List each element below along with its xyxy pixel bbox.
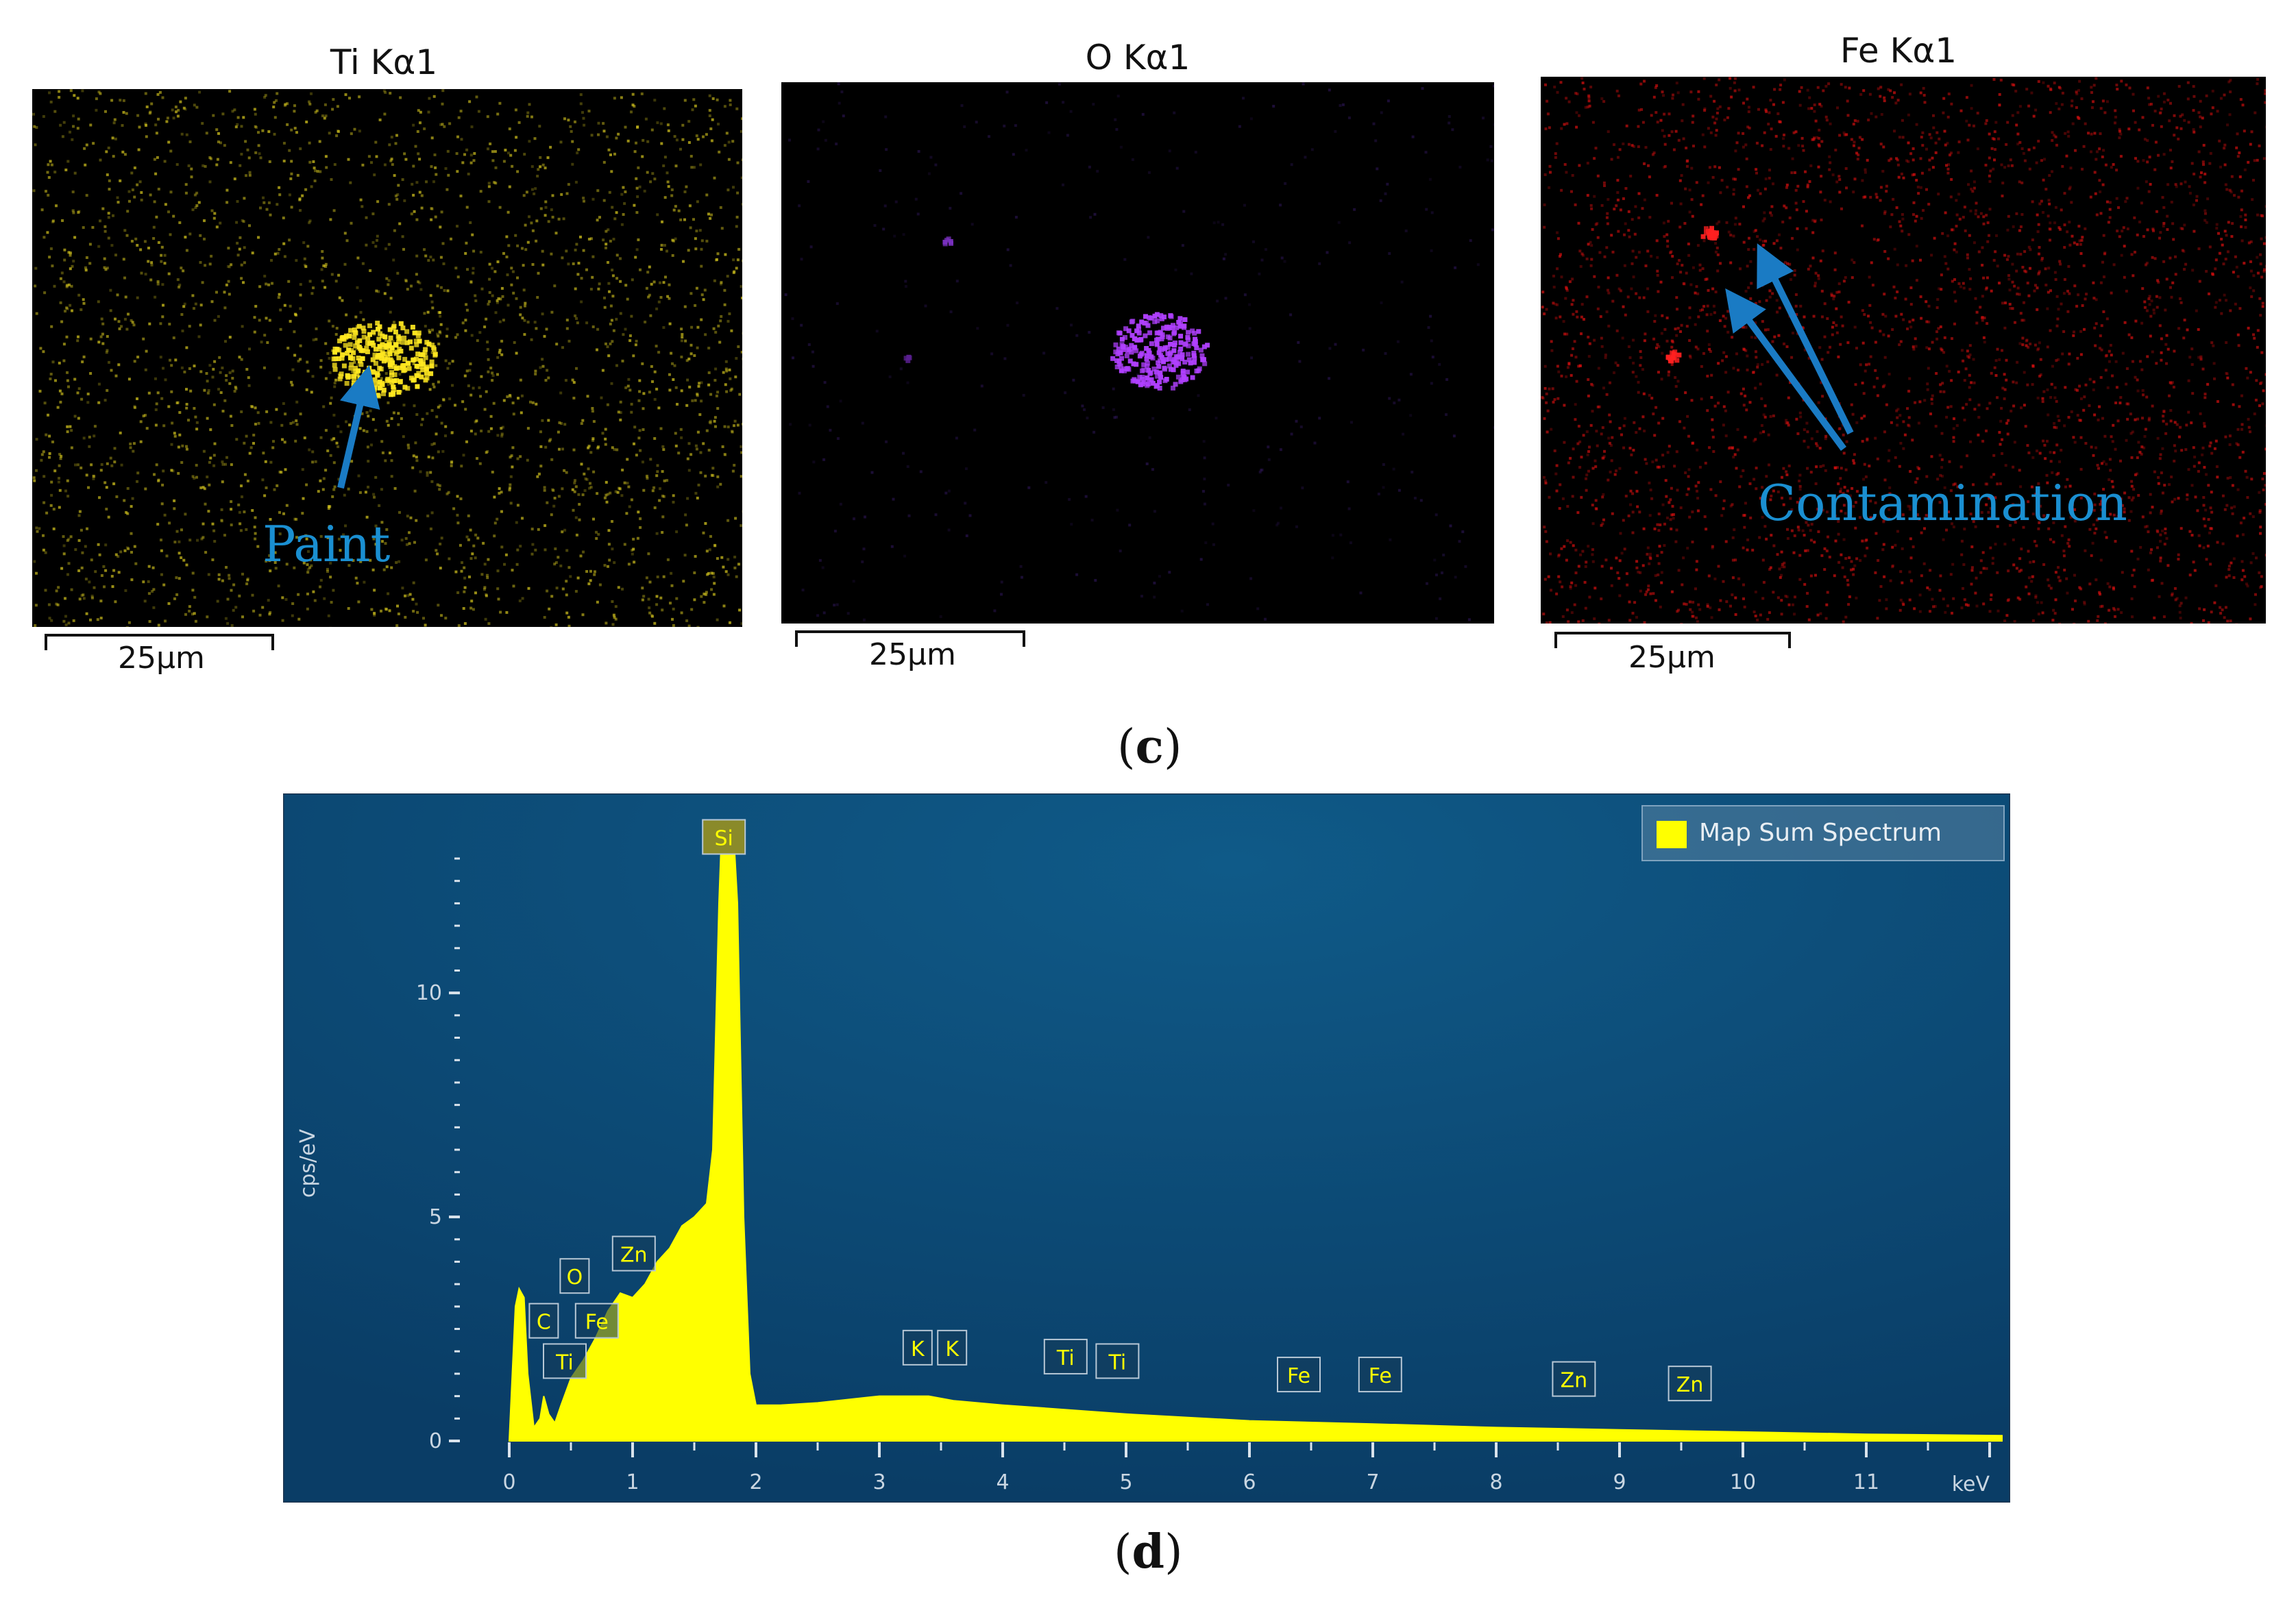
- scale-bar-o: [795, 630, 1025, 647]
- legend: Map Sum Spectrum: [1641, 805, 2005, 861]
- spectrum-area: [508, 835, 2003, 1442]
- caption-c: (c): [1117, 719, 1182, 774]
- ti-map-image: [32, 89, 742, 627]
- scale-bar-fe: [1554, 632, 1791, 648]
- y-tick-label: 10: [416, 981, 442, 1005]
- peak-label-fe: Fe: [574, 1303, 619, 1339]
- legend-swatch: [1657, 821, 1687, 848]
- scale-label-fe: 25μm: [1628, 640, 1715, 675]
- y-axis-label: cps/eV: [296, 1128, 320, 1198]
- peak-label-si: Si: [702, 819, 746, 855]
- peak-label-ti: Ti: [1043, 1338, 1088, 1374]
- y-tick-label: 5: [429, 1205, 442, 1229]
- x-tick-label: 1: [626, 1470, 639, 1494]
- peak-label-zn: Zn: [1668, 1366, 1712, 1402]
- paint-arrow: [337, 365, 380, 489]
- map-title-o: O Kα1: [1085, 38, 1190, 77]
- map-ti-pixels: [32, 89, 742, 627]
- map-title-ti: Ti Kα1: [330, 42, 438, 82]
- scale-bar-ti: [45, 634, 274, 650]
- contamination-label: Contamination: [1758, 474, 2127, 532]
- paint-label: Paint: [262, 515, 391, 573]
- scale-label-ti: 25μm: [118, 641, 205, 676]
- peak-label-ti: Ti: [1095, 1343, 1140, 1379]
- x-tick-label: 11: [1853, 1470, 1879, 1494]
- x-tick-label: 9: [1613, 1470, 1626, 1494]
- x-tick-label: 0: [502, 1470, 515, 1494]
- legend-label: Map Sum Spectrum: [1699, 819, 1942, 847]
- x-tick-label: 6: [1243, 1470, 1256, 1494]
- peak-label-c: C: [528, 1303, 559, 1339]
- x-tick-label: 7: [1366, 1470, 1379, 1494]
- peak-label-ti: Ti: [543, 1343, 587, 1379]
- x-tick-label: 2: [749, 1470, 762, 1494]
- contamination-arrow-2: [1725, 288, 1847, 451]
- x-axis-label: keV: [1952, 1472, 1990, 1496]
- scale-label-o: 25μm: [869, 637, 956, 672]
- peak-label-zn: Zn: [611, 1235, 656, 1272]
- o-map-image: [781, 82, 1494, 624]
- peak-label-k: K: [902, 1329, 933, 1366]
- peak-label-fe: Fe: [1358, 1357, 1402, 1393]
- caption-d: (d): [1114, 1525, 1183, 1579]
- map-title-fe: Fe Kα1: [1840, 31, 1957, 71]
- peak-label-o: O: [559, 1258, 590, 1294]
- annotation-arrows: [337, 243, 1854, 489]
- peak-label-zn: Zn: [1552, 1361, 1596, 1397]
- x-tick-label: 5: [1119, 1470, 1132, 1494]
- x-tick-label: 10: [1730, 1470, 1756, 1494]
- map-o-pixels: [784, 82, 1494, 621]
- x-tick-label: 3: [872, 1470, 886, 1494]
- x-tick-label: 8: [1489, 1470, 1502, 1494]
- peak-label-k: K: [937, 1329, 968, 1366]
- y-tick-label: 0: [429, 1429, 442, 1453]
- contamination-arrow-1: [1757, 243, 1854, 435]
- x-tick-label: 4: [996, 1470, 1009, 1494]
- peak-label-fe: Fe: [1277, 1357, 1321, 1393]
